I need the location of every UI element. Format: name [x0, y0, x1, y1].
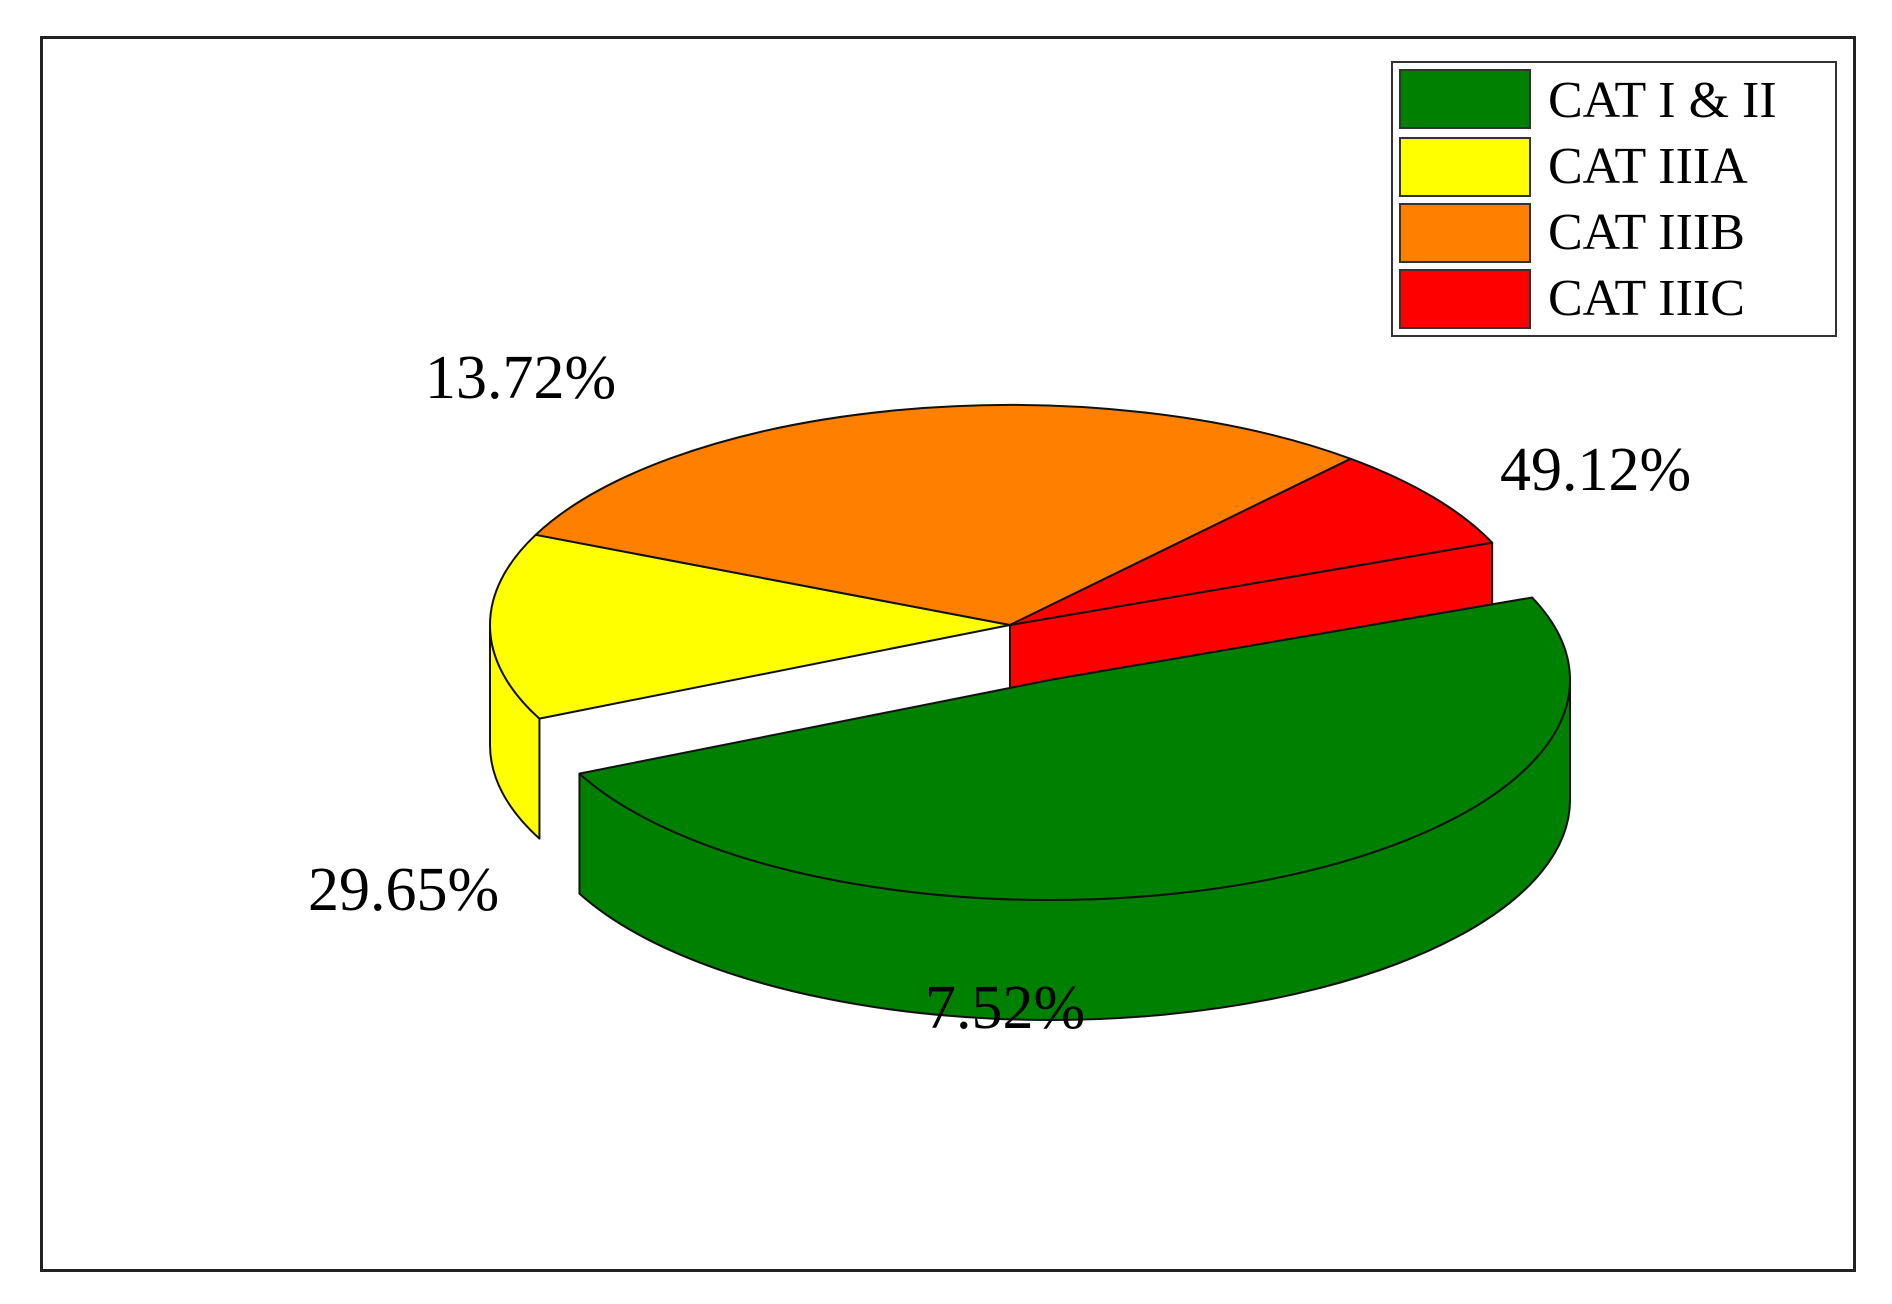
legend-label-cat-iiia: CAT IIIA: [1548, 138, 1748, 195]
slice-label-cat-iiia: 13.72%: [425, 344, 616, 412]
slice-label-cat-iiib: 29.65%: [308, 856, 499, 924]
legend: CAT I & II CAT IIIA CAT IIIB CAT IIIC: [1391, 61, 1837, 337]
pie-slices: [489, 404, 1572, 1021]
legend-item-cat-i-ii: CAT I & II: [1399, 69, 1777, 129]
legend-item-cat-iiic: CAT IIIC: [1399, 269, 1745, 329]
legend-item-cat-iiia: CAT IIIA: [1399, 137, 1748, 197]
slice-label-cat-i-ii: 49.12%: [1500, 436, 1691, 504]
legend-item-cat-iiib: CAT IIIB: [1399, 203, 1745, 263]
legend-swatch-cat-iiic: [1399, 269, 1531, 329]
legend-label-cat-i-ii: CAT I & II: [1548, 72, 1777, 129]
legend-swatch-cat-iiib: [1399, 203, 1531, 263]
pie-slice-cat-i-ii-top: [578, 596, 1571, 901]
slice-labels: 49.12% 13.72% 29.65% 7.52%: [308, 344, 1691, 1042]
pie-slice-cat-iiib-top: [534, 404, 1352, 626]
legend-swatch-cat-iiia: [1399, 137, 1531, 197]
legend-swatch-cat-i-ii: [1399, 69, 1531, 129]
pie-slice-cat-iiic-top: [1009, 457, 1494, 626]
legend-label-cat-iiic: CAT IIIC: [1548, 270, 1745, 327]
pie-slice-cat-iiia-top: [489, 533, 1011, 720]
slice-label-cat-iiic: 7.52%: [925, 974, 1085, 1042]
legend-label-cat-iiib: CAT IIIB: [1548, 204, 1745, 261]
